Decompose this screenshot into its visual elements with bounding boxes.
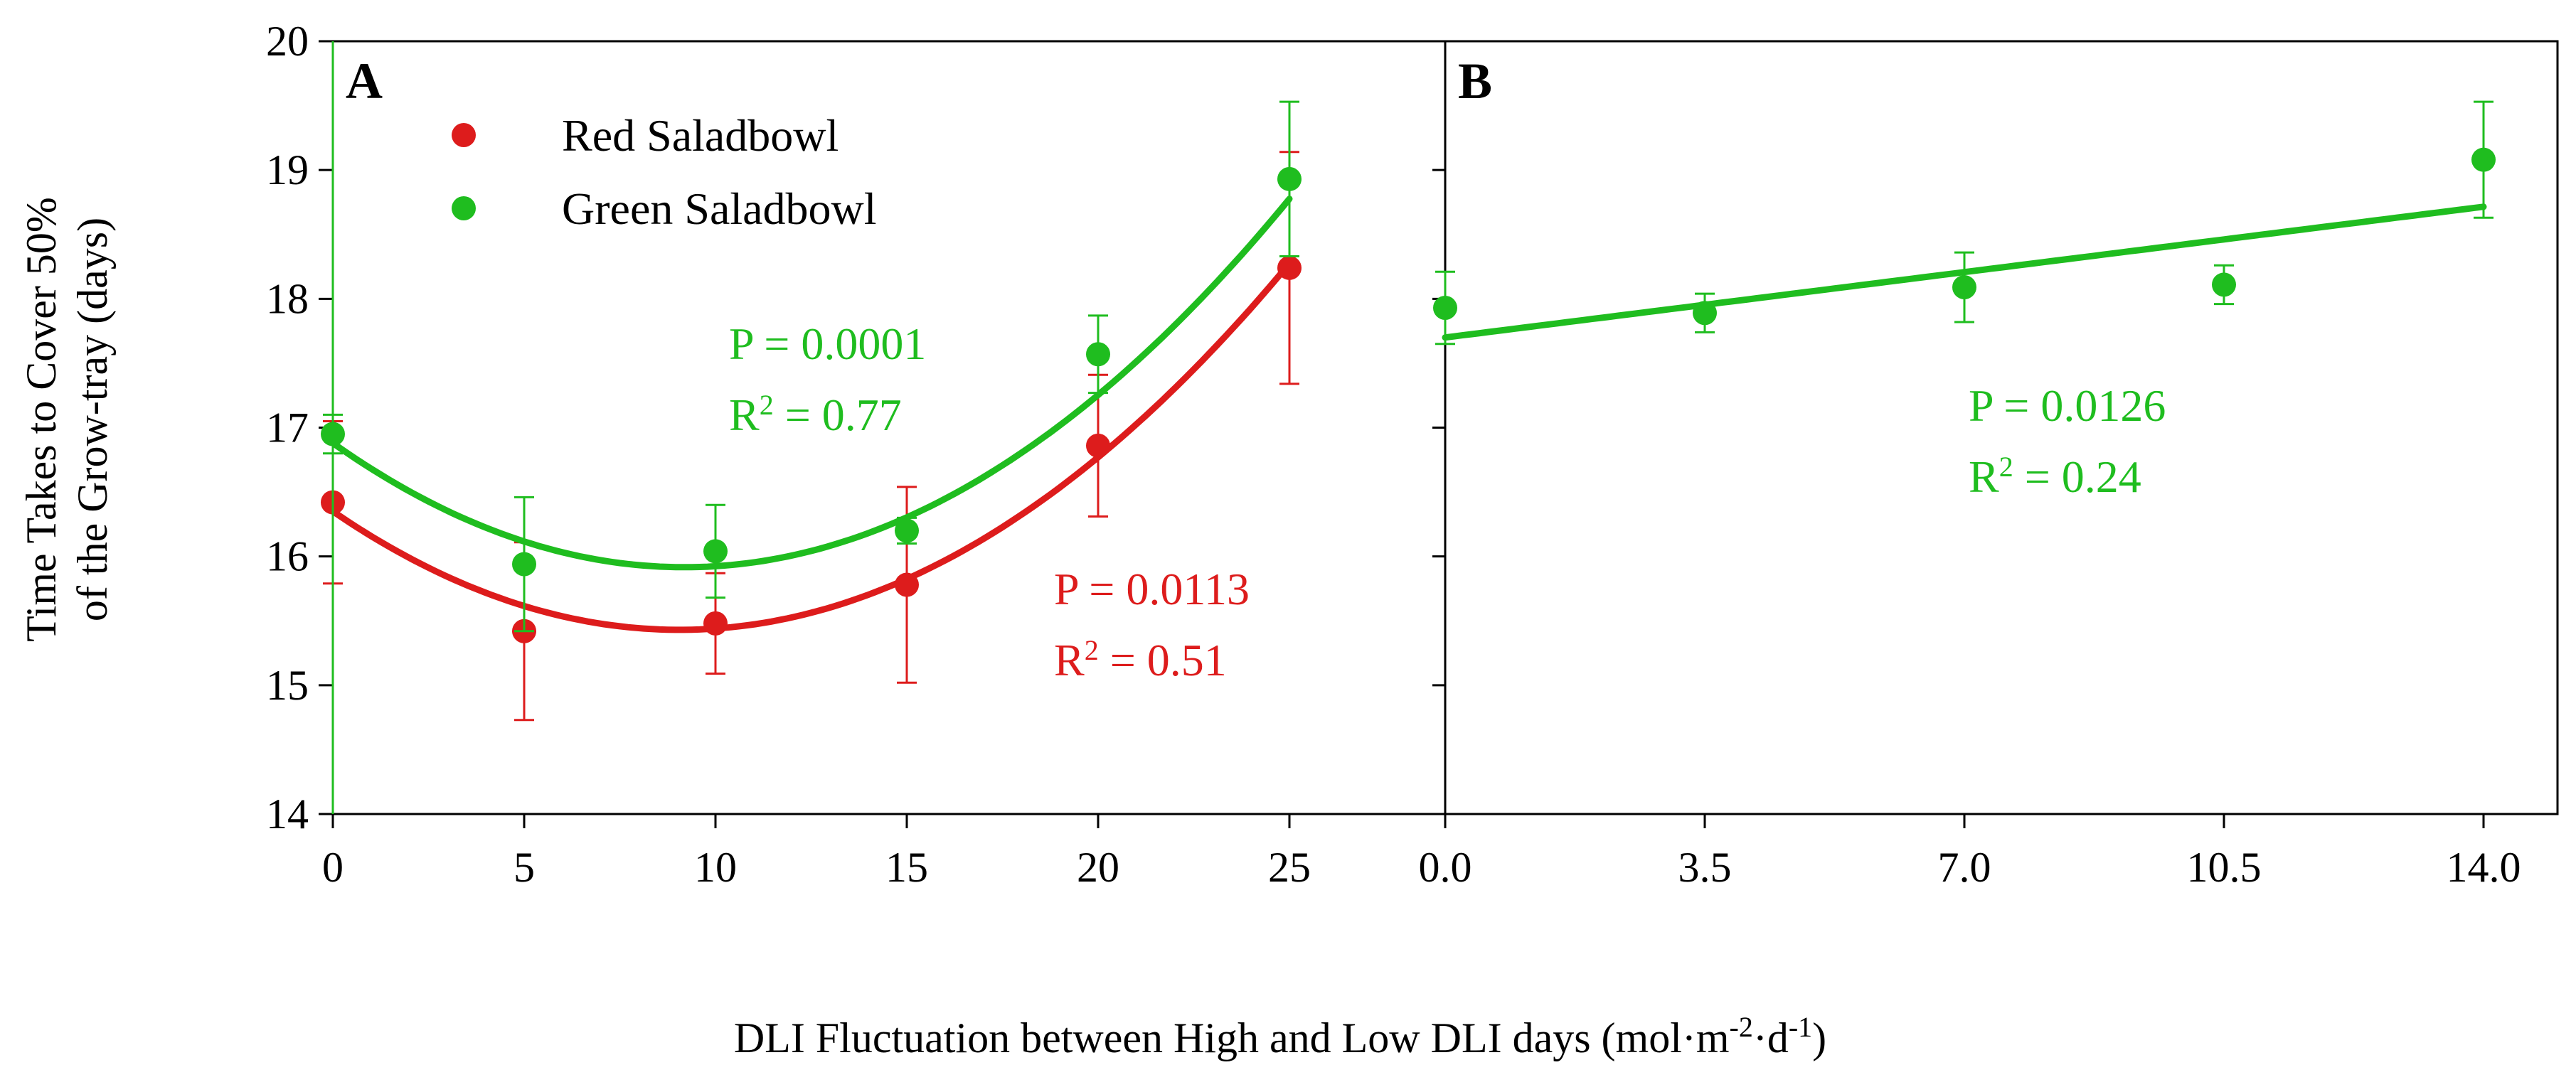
panel-a-red-stat-r-squared-val: = 0.51: [1099, 635, 1227, 685]
x-tick-label-a-3: 15: [885, 844, 928, 891]
y-tick-label-20: 20: [266, 18, 309, 65]
x-axis-title: DLI Fluctuation between High and Low DLI…: [734, 1011, 1826, 1062]
y-tick-label-14: 14: [266, 791, 309, 837]
panel-b-green-stat-p-value: P = 0.0126: [1969, 380, 2166, 431]
fit-line-a-green: [329, 196, 1293, 571]
x-tick-label-b-4: 14.0: [2447, 844, 2521, 891]
x-tick-label-a-2: 10: [694, 844, 737, 891]
x-axis-title-sup1: -2: [1730, 1011, 1753, 1043]
panel-b-green-stat-r-squared-r: R: [1969, 451, 1999, 502]
data-point-a-red-4: [1086, 433, 1110, 458]
x-tick-label-b-0: 0.0: [1419, 844, 1472, 891]
x-axis-title-close: ): [1812, 1015, 1826, 1061]
y-tick-label-15: 15: [266, 662, 309, 709]
panel-a-green-stat-r-squared: R2 = 0.77: [729, 389, 902, 441]
legend-label-0: Red Saladbowl: [562, 110, 839, 161]
panel-a-green-stat-r-squared-r: R: [729, 390, 760, 440]
data-point-a-green-5: [1277, 166, 1302, 191]
panel-b: B 0.0 3.5 7.0 10.5 14.0 P = 0.0126 R2 = 0.24: [1419, 40, 2559, 891]
y-tick-label-19: 19: [266, 146, 309, 193]
panel-a-green-stat-p-value: P = 0.0001: [729, 318, 926, 369]
y-tick-label-16: 16: [266, 533, 309, 580]
data-point-b-green-1: [1693, 301, 1717, 326]
x-tick-label-a-0: 0: [322, 844, 344, 891]
panel-a-red-stat-r-squared-sup: 2: [1085, 634, 1099, 666]
y-axis-title: Time Takes to Cover 50% of the Grow-tray…: [18, 197, 116, 642]
x-tick-label-b-3: 10.5: [2187, 844, 2262, 891]
data-point-a-green-4: [1086, 342, 1110, 367]
panel-a-red-stat-r-squared-r: R: [1054, 635, 1085, 685]
x-tick-label-a-4: 20: [1077, 844, 1119, 891]
data-point-b-green-3: [2212, 272, 2236, 297]
data-point-a-green-3: [895, 518, 919, 543]
x-axis-title-mid: ·d: [1753, 1015, 1789, 1061]
x-axis-title-sup2: -1: [1789, 1011, 1812, 1043]
data-point-b-green-2: [1952, 275, 1976, 300]
legend-label-1: Green Saladbowl: [562, 183, 877, 234]
panel-a-red-stat-r-squared: R2 = 0.51: [1054, 634, 1227, 686]
x-tick-label-b-2: 7.0: [1938, 844, 1991, 891]
panel-a-green-stat-r-squared-sup: 2: [760, 389, 774, 421]
panel-a-green-stat-r-squared-val: = 0.77: [774, 390, 902, 440]
panel-b-green-stat-r-squared: R2 = 0.24: [1969, 451, 2141, 503]
panel-a-red-stat-p-value: P = 0.0113: [1054, 564, 1250, 614]
y-axis-title-line2: of the Grow-tray (days): [69, 218, 116, 621]
x-tick-label-a-5: 25: [1268, 844, 1311, 891]
data-point-a-red-3: [895, 572, 919, 597]
panel-a-letter: A: [346, 53, 383, 109]
legend-marker-1: [452, 196, 476, 220]
data-point-a-green-1: [512, 552, 536, 577]
x-axis-title-main: DLI Fluctuation between High and Low DLI…: [734, 1015, 1730, 1061]
legend-marker-0: [452, 123, 476, 147]
y-tick-label-17: 17: [266, 405, 309, 451]
data-point-a-red-5: [1277, 255, 1302, 280]
data-point-b-green-0: [1433, 296, 1457, 321]
y-axis-title-line1: Time Takes to Cover 50%: [18, 197, 65, 642]
data-point-a-red-2: [703, 611, 728, 636]
panel-b-letter: B: [1458, 53, 1492, 109]
data-point-a-green-2: [703, 539, 728, 564]
x-tick-label-b-1: 3.5: [1678, 844, 1732, 891]
x-tick-label-a-1: 5: [513, 844, 535, 891]
panel-b-green-stat-r-squared-val: = 0.24: [2013, 451, 2141, 502]
y-tick-label-18: 18: [266, 275, 309, 322]
panel-a: A 14 15 16 17 18 19 20 0 5 10 15 20 25 Red Saladbowl Gr…: [266, 18, 1447, 891]
panel-b-green-stat-r-squared-sup: 2: [1999, 451, 2013, 483]
data-point-b-green-4: [2471, 147, 2496, 172]
fit-line-a-red: [329, 260, 1293, 633]
